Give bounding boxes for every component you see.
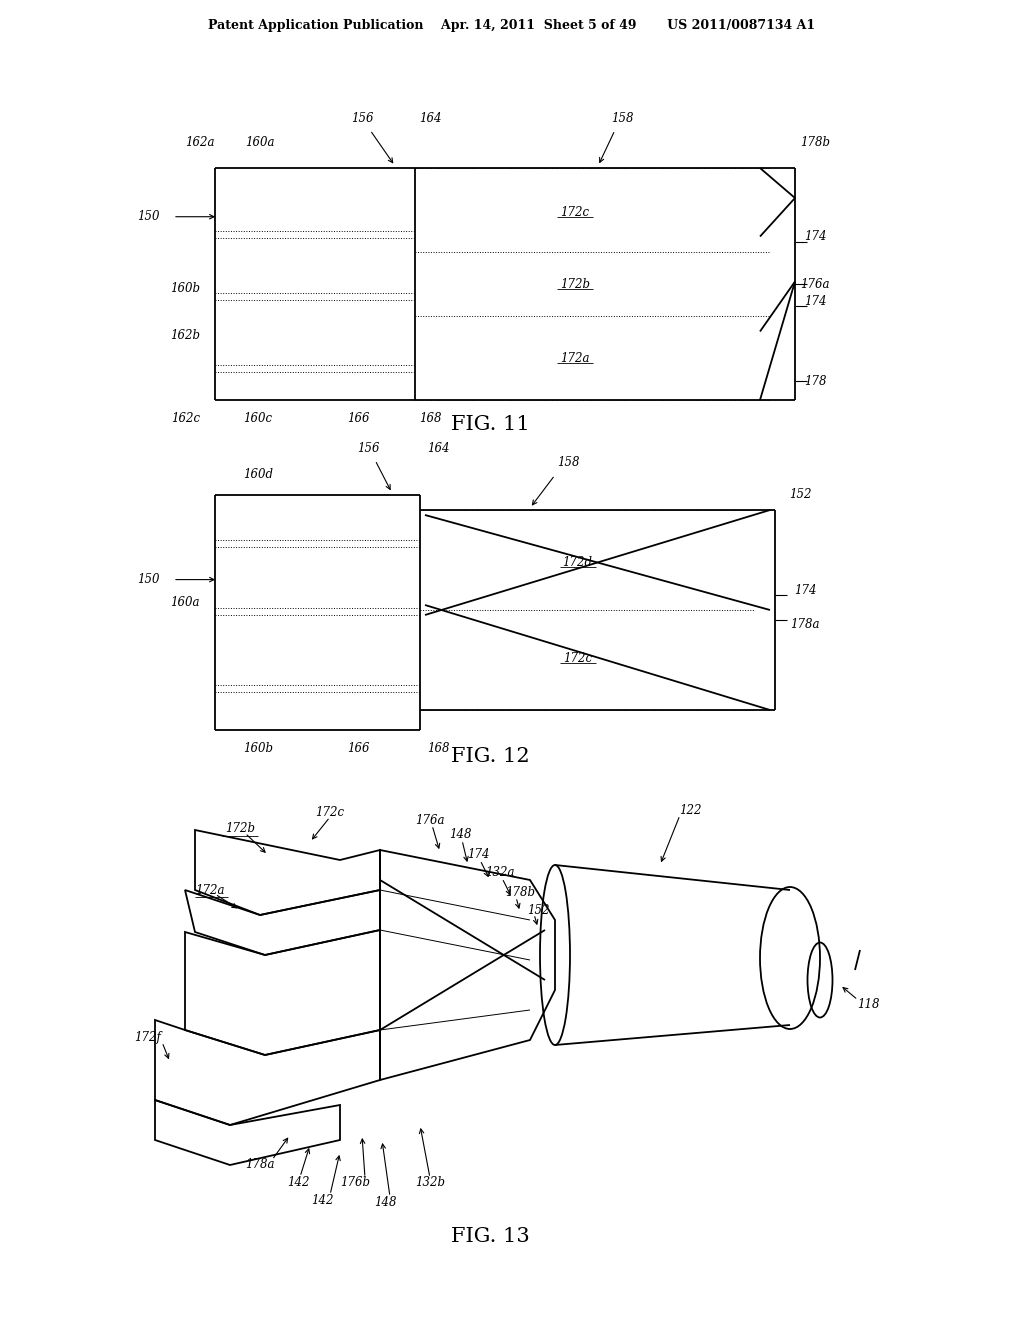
Text: 166: 166: [347, 412, 370, 425]
Text: 160a: 160a: [171, 597, 200, 610]
Text: Patent Application Publication    Apr. 14, 2011  Sheet 5 of 49       US 2011/008: Patent Application Publication Apr. 14, …: [209, 18, 815, 32]
Text: 162c: 162c: [171, 412, 200, 425]
Text: 174: 174: [794, 583, 816, 597]
Text: 168: 168: [419, 412, 441, 425]
Text: 150: 150: [137, 210, 160, 223]
Text: 148: 148: [449, 829, 471, 842]
Text: 178a: 178a: [791, 619, 820, 631]
Text: 150: 150: [137, 573, 160, 586]
Text: 132a: 132a: [485, 866, 515, 879]
Text: 172b: 172b: [560, 277, 590, 290]
Text: 162a: 162a: [185, 136, 215, 149]
Text: 142: 142: [287, 1176, 309, 1188]
Text: 176a: 176a: [800, 277, 829, 290]
Text: 152: 152: [788, 488, 811, 502]
Text: 176b: 176b: [340, 1176, 370, 1189]
Text: 172d: 172d: [562, 556, 593, 569]
Text: 148: 148: [374, 1196, 396, 1209]
Text: 178a: 178a: [246, 1159, 274, 1172]
Text: 174: 174: [804, 294, 826, 308]
Text: 178b: 178b: [505, 886, 535, 899]
Text: FIG. 12: FIG. 12: [451, 747, 529, 767]
Text: 122: 122: [679, 804, 701, 817]
Text: FIG. 11: FIG. 11: [451, 416, 529, 434]
Text: 172f: 172f: [134, 1031, 162, 1044]
Text: 166: 166: [347, 742, 370, 755]
Text: 172c: 172c: [563, 652, 592, 664]
Text: 174: 174: [467, 849, 489, 862]
Text: 162b: 162b: [170, 329, 200, 342]
Text: 172b: 172b: [225, 821, 255, 834]
Text: 168: 168: [427, 742, 450, 755]
Text: 160b: 160b: [243, 742, 273, 755]
Text: 132b: 132b: [415, 1176, 445, 1189]
Text: 160d: 160d: [243, 469, 273, 482]
Text: 178b: 178b: [800, 136, 830, 149]
Text: 172a: 172a: [196, 883, 224, 896]
Text: 152: 152: [526, 903, 549, 916]
Text: 172a: 172a: [560, 351, 590, 364]
Text: 156: 156: [356, 441, 379, 454]
Text: 156: 156: [351, 111, 374, 124]
Text: 172c: 172c: [315, 805, 344, 818]
Text: 176a: 176a: [416, 813, 444, 826]
Text: 158: 158: [610, 111, 633, 124]
Text: 174: 174: [804, 230, 826, 243]
Text: FIG. 13: FIG. 13: [451, 1228, 529, 1246]
Text: 158: 158: [557, 457, 580, 470]
Text: 178: 178: [804, 375, 826, 388]
Text: 164: 164: [427, 441, 450, 454]
Text: 118: 118: [857, 998, 880, 1011]
Text: 160c: 160c: [244, 412, 272, 425]
Text: 160a: 160a: [246, 136, 274, 149]
Text: 172c: 172c: [560, 206, 590, 219]
Text: 160b: 160b: [170, 281, 200, 294]
Text: 142: 142: [310, 1193, 333, 1206]
Text: 164: 164: [419, 111, 441, 124]
